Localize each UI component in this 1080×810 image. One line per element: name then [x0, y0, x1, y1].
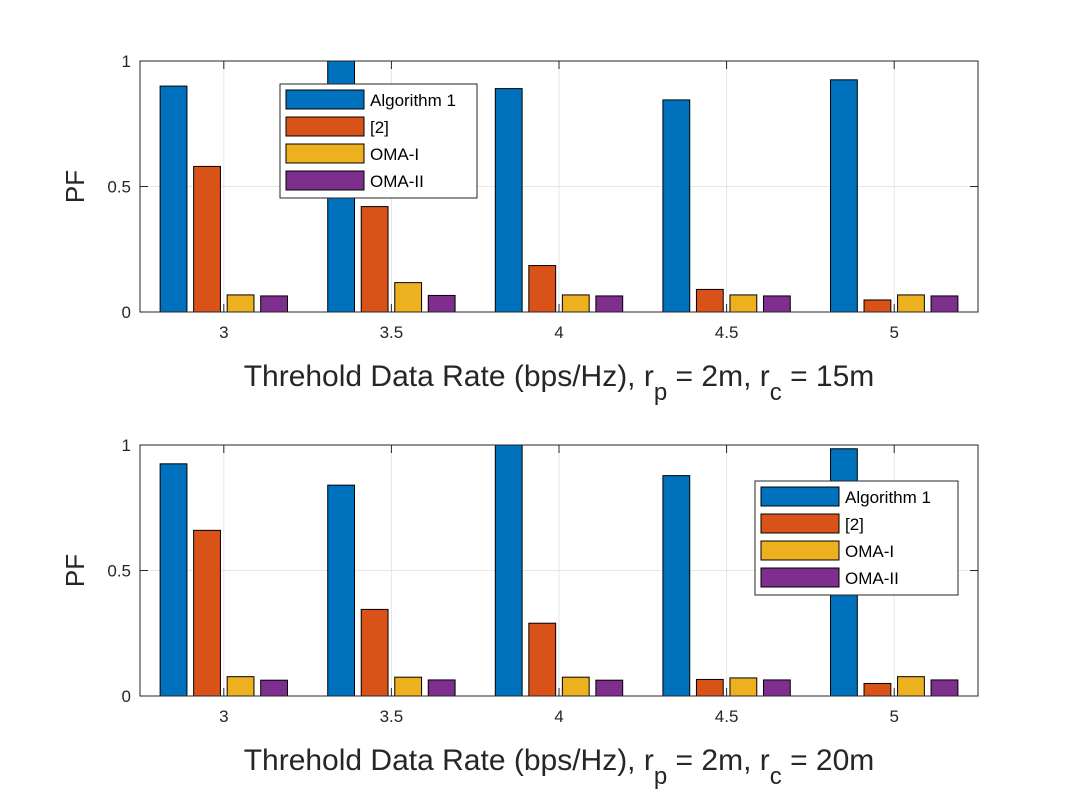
y-axis-label: PF [60, 554, 90, 587]
x-label-subscript: c [770, 763, 782, 790]
legend-swatch-1 [760, 486, 840, 507]
bar-2-1 [193, 529, 221, 697]
legend: Algorithm 1 [2] OMA-I OMA-II [279, 83, 478, 199]
subplot-2: 0 0.5 1 3 3.5 4 4.5 5 PF Threhold Data Rate (bps/… [60, 436, 979, 790]
legend-label-1: Algorithm 1 [845, 488, 931, 507]
bar-3-3 [561, 676, 590, 697]
legend-label-2: [2] [370, 118, 389, 137]
x-tick-label: 4 [554, 323, 563, 342]
bar-2-2 [360, 608, 389, 697]
legend-swatch-1 [285, 89, 365, 110]
bar-2-5 [863, 299, 892, 313]
bar-3-2 [394, 676, 423, 697]
y-tick-label: 0 [122, 303, 131, 322]
legend-swatch-2 [760, 513, 840, 534]
y-tick-label: 1 [122, 52, 131, 71]
bar-1-1 [159, 463, 188, 697]
bar-4-1 [260, 679, 288, 697]
bar-2-3 [528, 265, 557, 313]
bar-2-2 [360, 206, 389, 313]
x-label-text: Threhold Data Rate (bps/Hz), r [244, 360, 654, 393]
legend-swatch-3 [760, 540, 840, 561]
legend-label-2: [2] [845, 515, 864, 534]
x-tick-label: 4 [554, 707, 563, 726]
legend: Algorithm 1 [2] OMA-I OMA-II [754, 480, 959, 596]
x-label-text: = 2m, r [667, 360, 770, 393]
legend-swatch-2 [285, 116, 365, 137]
x-label-subscript: p [654, 763, 667, 790]
bar-2-5 [863, 682, 892, 697]
x-label-subscript: p [654, 379, 667, 406]
bar-4-3 [595, 295, 624, 313]
bar-2-1 [193, 165, 221, 313]
bar-3-4 [729, 294, 758, 313]
bar-2-4 [695, 678, 724, 697]
bar-1-4 [662, 475, 691, 697]
bar-1-1 [159, 85, 188, 313]
bar-4-1 [260, 295, 288, 313]
bar-4-2 [427, 679, 456, 697]
legend-swatch-3 [285, 143, 365, 164]
bar-3-5 [897, 676, 925, 697]
x-label-text: = 2m, r [667, 744, 770, 777]
legend-swatch-4 [760, 567, 840, 588]
bar-4-3 [595, 679, 624, 697]
legend-label-3: OMA-I [845, 542, 894, 561]
bar-1-2 [327, 484, 356, 697]
x-label-text: = 15m [782, 360, 875, 393]
bar-3-3 [561, 294, 590, 313]
x-tick-label: 3.5 [380, 707, 404, 726]
bar-1-3 [494, 88, 523, 313]
y-tick-label: 0.5 [107, 178, 131, 197]
bar-4-5 [930, 679, 959, 697]
y-tick-label: 1 [122, 436, 131, 455]
x-tick-label: 3 [219, 323, 228, 342]
legend-label-1: Algorithm 1 [370, 91, 456, 110]
bar-3-4 [729, 677, 758, 697]
x-axis-label: Threhold Data Rate (bps/Hz), rp = 2m, rc… [244, 744, 875, 790]
x-tick-label: 4.5 [715, 707, 739, 726]
bar-4-2 [427, 294, 456, 313]
x-label-text: = 20m [782, 744, 875, 777]
y-tick-label: 0 [122, 687, 131, 706]
x-tick-label: 3.5 [380, 323, 404, 342]
bar-4-4 [762, 295, 791, 313]
bar-1-3 [494, 444, 523, 697]
bar-2-3 [528, 622, 557, 697]
subplot-1: 0 0.5 1 3 3.5 4 4.5 5 PF Threhold Data Rate (bps/… [60, 52, 979, 406]
x-tick-label: 3 [219, 707, 228, 726]
y-tick-label: 0.5 [107, 562, 131, 581]
legend-swatch-4 [285, 170, 365, 191]
legend-label-4: OMA-II [370, 172, 424, 191]
bar-3-1 [226, 676, 255, 697]
legend-label-4: OMA-II [845, 569, 899, 588]
x-tick-label: 5 [889, 323, 898, 342]
x-tick-label: 5 [889, 707, 898, 726]
x-label-subscript: c [770, 379, 782, 406]
x-tick-label: 4.5 [715, 323, 739, 342]
bar-3-1 [226, 294, 255, 313]
bar-1-4 [662, 99, 691, 313]
bar-2-4 [695, 288, 724, 313]
y-axis-label: PF [60, 170, 90, 203]
bar-1-5 [830, 79, 858, 313]
legend-label-3: OMA-I [370, 145, 419, 164]
bar-4-4 [762, 679, 791, 697]
x-axis-label: Threhold Data Rate (bps/Hz), rp = 2m, rc… [244, 360, 875, 406]
bar-3-2 [394, 282, 423, 313]
x-label-text: Threhold Data Rate (bps/Hz), r [244, 744, 654, 777]
bar-4-5 [930, 295, 959, 313]
bar-3-5 [897, 294, 925, 313]
